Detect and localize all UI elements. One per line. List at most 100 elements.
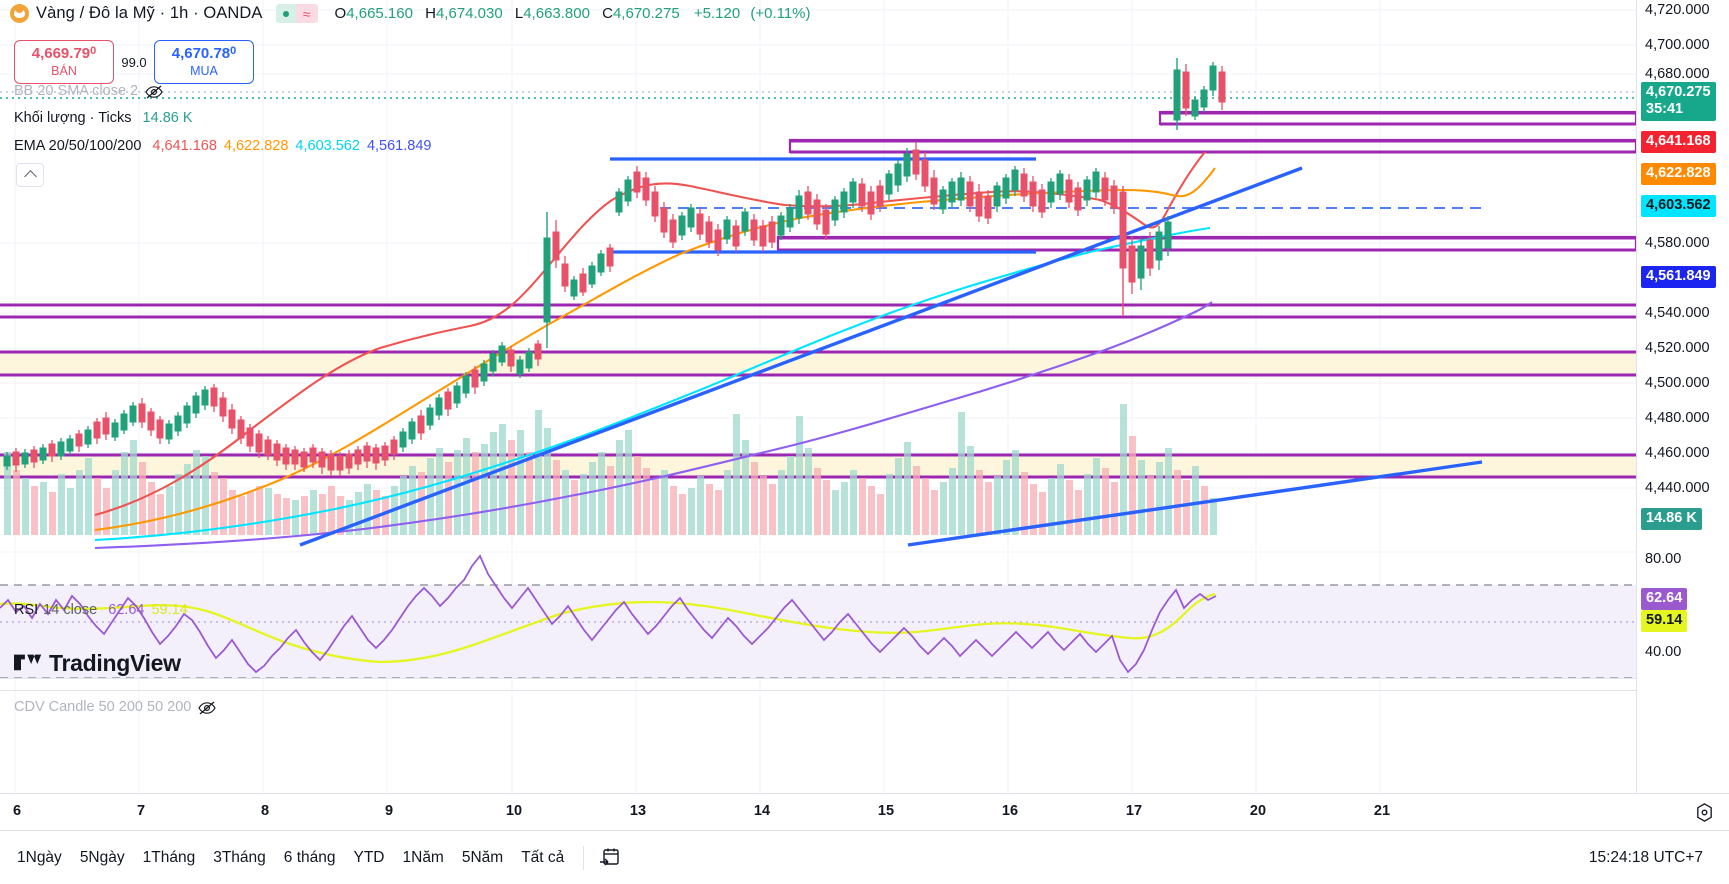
uptrend-line-2 [907, 460, 1483, 547]
uptrend-line-1 [299, 166, 1303, 547]
chevron-up-icon [23, 170, 37, 183]
price-tick: 4,460.000 [1645, 445, 1710, 461]
buy-label: MUA [190, 64, 218, 78]
range-button-5d[interactable]: 5Ngày [79, 848, 125, 866]
time-label: 6 [12, 803, 22, 819]
cdv-legend[interactable]: CDV Candle 50 200 50 200 [14, 699, 217, 715]
time-label: 14 [753, 803, 771, 819]
ema-20-value: 4,641.168 [152, 138, 217, 154]
ema-200-line [94, 301, 1213, 550]
time-label: 20 [1249, 803, 1267, 819]
volume-label: Khối lượng · Ticks [14, 110, 132, 126]
range-button-5y[interactable]: 5Năm [461, 848, 504, 866]
change-value: +5.120 [693, 5, 741, 22]
ema20-badge[interactable]: 4,641.168 [1641, 131, 1716, 154]
time-label: 10 [505, 803, 523, 819]
ema-legend[interactable]: EMA 20/50/100/200 4,641.168 4,622.828 4,… [14, 138, 431, 154]
approx-icon: ≈ [295, 4, 318, 23]
last-price-badge[interactable]: 4,670.275 35:41 [1641, 82, 1716, 122]
ema-100-value: 4,603.562 [295, 138, 360, 154]
ema-20-line [94, 151, 1206, 517]
range-button-1y[interactable]: 1Năm [402, 848, 444, 866]
high-value: 4,674.030 [435, 5, 503, 22]
eye-off-icon[interactable] [145, 85, 163, 98]
spread-value: 99.0 [121, 54, 147, 70]
bollinger-label: BB 20 SMA close 2 [14, 83, 139, 99]
eye-off-icon[interactable] [198, 701, 217, 714]
range-button-1d[interactable]: 1Ngày [17, 848, 62, 866]
time-label: 15 [877, 803, 895, 819]
price-tick: 4,580.000 [1645, 235, 1710, 251]
rsi-badge[interactable]: 62.64 [1641, 588, 1688, 611]
tradingview-wordmark: TradingView [49, 650, 181, 676]
market-status-pill[interactable]: ≈ [275, 4, 318, 23]
buy-button[interactable]: 4,670.780 MUA [154, 40, 254, 84]
bollinger-legend[interactable]: BB 20 SMA close 2 [14, 83, 163, 99]
time-label: 21 [1373, 803, 1391, 819]
cdv-label: CDV Candle 50 200 50 200 [14, 699, 192, 715]
buy-sell-quotes: 4,669.790 BÁN 99.0 4,670.780 MUA [14, 40, 254, 84]
range-button-6m[interactable]: 6 tháng [283, 848, 336, 866]
price-tick: 4,720.000 [1645, 2, 1710, 18]
close-label: C [602, 5, 613, 22]
symbol-legend[interactable]: Vàng / Đô la Mỹ · 1h · OANDA ≈ O4,665.16… [10, 4, 811, 23]
ema200-badge[interactable]: 4,561.849 [1641, 266, 1716, 289]
time-axis[interactable]: 6 7 8 9 10 13 14 15 16 17 20 21 [0, 793, 1729, 831]
session-clock[interactable]: 15:24:18 UTC+7 [1588, 848, 1703, 866]
buy-price: 4,670.780 [171, 45, 237, 62]
time-label: 13 [629, 803, 647, 819]
rsi-tick: 80.00 [1645, 551, 1682, 567]
price-axis[interactable]: 4,720.000 4,700.000 4,680.000 4,580.000 … [1636, 0, 1729, 793]
high-label: H [425, 5, 436, 22]
price-tick: 4,680.000 [1645, 66, 1710, 82]
sell-price: 4,669.790 [31, 45, 97, 62]
time-label: 7 [136, 803, 146, 819]
ema50-badge[interactable]: 4,622.828 [1641, 163, 1716, 186]
price-tick: 4,520.000 [1645, 340, 1710, 356]
ema-50-value: 4,622.828 [223, 138, 289, 154]
price-tick: 4,540.000 [1645, 305, 1710, 321]
low-value: 4,663.800 [523, 5, 590, 22]
toolbar-divider [583, 845, 585, 870]
rsi-label: RSI [14, 602, 39, 618]
go-to-date-icon[interactable] [598, 846, 622, 870]
symbol-title[interactable]: Vàng / Đô la Mỹ · 1h · OANDA [36, 4, 263, 22]
countdown-timer: 35:41 [1646, 101, 1684, 118]
tradingview-logo[interactable]: TradingView [14, 650, 181, 677]
time-label: 9 [384, 803, 394, 819]
tradingview-mark-icon [14, 654, 42, 670]
rsi-params: 14 close [43, 602, 98, 618]
rsi-tick: 40.00 [1645, 644, 1682, 660]
chart-pane[interactable] [0, 0, 1636, 793]
sell-button[interactable]: 4,669.790 BÁN [14, 40, 114, 84]
time-label: 8 [260, 803, 270, 819]
sell-label: BÁN [51, 64, 77, 78]
rsi-legend[interactable]: RSI 14 close 62.64 59.14 [14, 602, 188, 618]
change-percent: (+0.11%) [750, 5, 811, 22]
collapse-legend-button[interactable] [16, 163, 44, 187]
pane-separator-rsi[interactable] [0, 678, 1636, 679]
range-button-ytd[interactable]: YTD [353, 848, 385, 866]
ema-200-value: 4,561.849 [366, 138, 432, 154]
price-tick: 4,440.000 [1645, 480, 1710, 496]
rsi-ma-badge[interactable]: 59.14 [1641, 610, 1688, 633]
market-open-dot-icon [275, 4, 296, 23]
gold-icon [10, 4, 29, 23]
price-tick: 4,480.000 [1645, 410, 1710, 426]
volume-value: 14.86 K [142, 110, 193, 126]
chart-settings-icon[interactable] [1694, 802, 1715, 823]
volume-badge[interactable]: 14.86 K [1641, 508, 1702, 531]
ema100-badge[interactable]: 4,603.562 [1641, 195, 1716, 218]
low-label: L [514, 5, 524, 22]
range-button-1m[interactable]: 1Tháng [142, 848, 196, 866]
range-button-all[interactable]: Tất cả [521, 848, 565, 866]
rsi-value: 62.64 [108, 602, 145, 618]
time-label: 17 [1125, 803, 1143, 819]
price-tick: 4,700.000 [1645, 37, 1710, 53]
volume-legend[interactable]: Khối lượng · Ticks 14.86 K [14, 110, 193, 126]
range-button-3m[interactable]: 3Tháng [213, 848, 266, 866]
chart-canvas [0, 0, 1636, 793]
open-label: O [334, 5, 347, 22]
pane-separator-cdv[interactable] [0, 690, 1636, 691]
